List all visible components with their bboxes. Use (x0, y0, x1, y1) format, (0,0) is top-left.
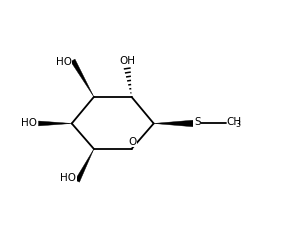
Text: OH: OH (119, 56, 135, 66)
Polygon shape (71, 59, 94, 97)
Text: HO: HO (56, 57, 72, 67)
Polygon shape (154, 120, 194, 127)
Text: O: O (128, 137, 136, 147)
Polygon shape (75, 149, 94, 182)
Text: HO: HO (22, 118, 37, 128)
Text: S: S (194, 117, 201, 127)
Text: 3: 3 (235, 120, 240, 129)
Text: HO: HO (60, 173, 76, 183)
Polygon shape (38, 121, 72, 126)
Text: CH: CH (227, 117, 242, 127)
